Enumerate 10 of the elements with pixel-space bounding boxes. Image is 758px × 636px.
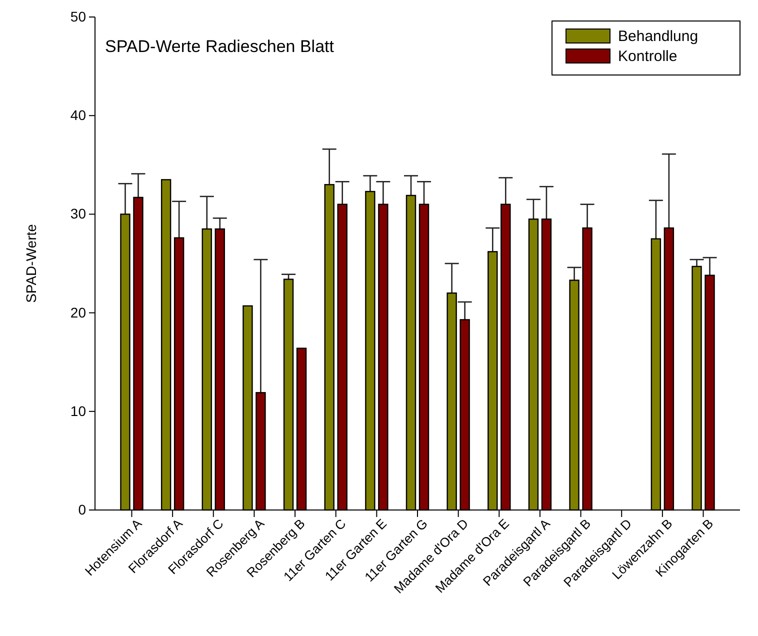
text: SPAD-Werte Radieschen Blatt — [105, 37, 334, 56]
y-tick-label: 0 — [78, 501, 86, 518]
y-tick-label: 20 — [70, 304, 86, 320]
legend-label: Kontrolle — [618, 48, 678, 65]
y-tick-label: 10 — [70, 402, 86, 419]
y-tick-label: 40 — [70, 107, 86, 124]
y-tick-label: 30 — [70, 206, 86, 222]
y-tick-label: 50 — [70, 8, 86, 24]
y-axis-title: SPAD-Werte — [23, 224, 39, 303]
legend-label: Behandlung — [618, 28, 698, 45]
